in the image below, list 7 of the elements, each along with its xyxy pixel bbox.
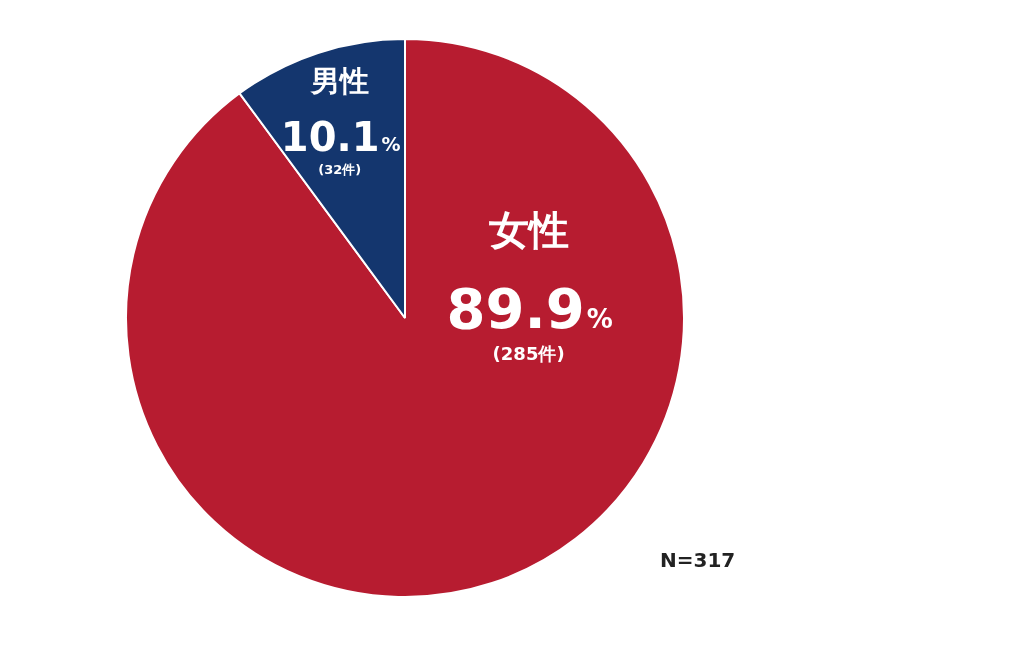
slice-label: 男性 (309, 63, 369, 98)
data-label: 10.1% (280, 113, 401, 160)
text: (32件) (318, 162, 362, 178)
data-label: 89.9% (446, 275, 613, 341)
slice-label: 女性 (488, 206, 569, 253)
text: (285件) (492, 343, 565, 365)
text: N=317 (660, 548, 736, 573)
